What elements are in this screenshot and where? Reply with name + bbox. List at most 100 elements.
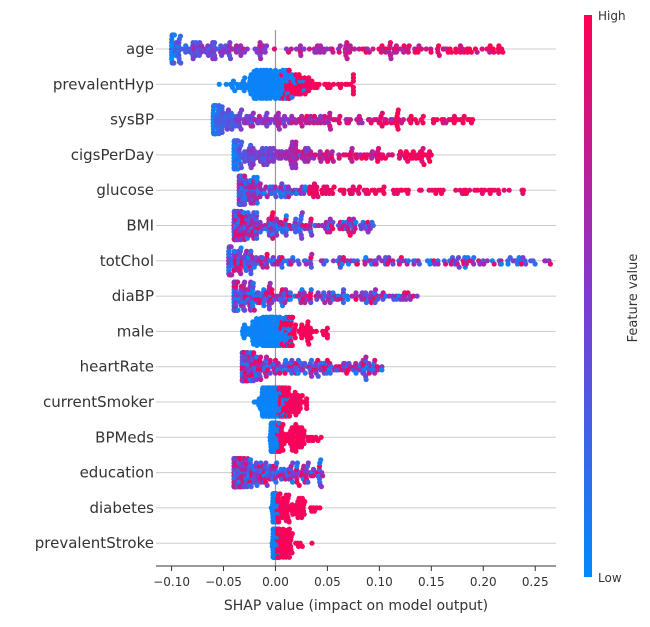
shap-point	[370, 46, 376, 52]
shap-point	[294, 190, 300, 196]
shap-point	[280, 447, 286, 453]
shap-point	[216, 81, 222, 87]
shap-point	[520, 187, 527, 193]
shap-point	[293, 165, 299, 171]
shap-point	[264, 482, 270, 488]
shap-point	[263, 460, 269, 466]
shap-point	[304, 396, 310, 402]
shap-point	[243, 267, 249, 273]
shap-point	[308, 287, 314, 293]
shap-point	[346, 216, 352, 222]
shap-point	[286, 526, 293, 532]
shap-point	[229, 126, 235, 132]
shap-point	[254, 235, 260, 241]
shap-point	[273, 479, 279, 485]
shap-point	[308, 357, 315, 363]
shap-point	[290, 314, 296, 320]
shap-point	[399, 187, 405, 193]
shap-point	[261, 303, 267, 309]
shap-point	[281, 113, 288, 119]
shap-point	[308, 299, 314, 306]
shap-point	[324, 325, 331, 331]
feature-label: currentSmoker	[43, 393, 155, 411]
shap-point	[506, 187, 512, 193]
shap-point	[318, 158, 324, 164]
shap-point	[401, 49, 407, 55]
shap-point	[318, 484, 325, 490]
shap-point	[415, 49, 421, 55]
shap-point	[290, 258, 296, 264]
shap-point	[238, 245, 244, 251]
shap-point	[241, 88, 247, 94]
shap-point	[290, 460, 296, 466]
shap-point	[254, 376, 260, 383]
shap-point	[294, 460, 301, 466]
x-tick-label: 0.15	[418, 575, 445, 589]
shap-point	[327, 126, 334, 132]
shap-point	[350, 91, 357, 97]
shap-point	[382, 155, 389, 161]
shap-point	[318, 434, 324, 440]
shap-point	[301, 46, 307, 52]
shap-point	[299, 123, 305, 129]
shap-point	[305, 460, 311, 466]
shap-point	[359, 120, 365, 126]
shap-point	[303, 261, 309, 267]
shap-point	[224, 126, 230, 132]
shap-point	[211, 40, 218, 46]
shap-point	[243, 332, 249, 338]
feature-label: prevalentHyp	[53, 75, 154, 93]
shap-point	[286, 385, 292, 391]
shap-point	[286, 492, 292, 498]
shap-point	[306, 341, 312, 347]
shap-point	[327, 370, 333, 376]
shap-point	[317, 49, 323, 55]
shap-point	[272, 67, 279, 73]
shap-point	[320, 473, 326, 479]
shap-point	[440, 187, 446, 193]
shap-point	[279, 514, 285, 521]
shap-point	[251, 350, 257, 356]
shap-point	[349, 158, 355, 164]
shap-point	[363, 290, 369, 296]
shap-point	[353, 370, 359, 376]
shap-point	[395, 107, 401, 113]
shap-point	[344, 40, 350, 46]
shap-point	[263, 354, 270, 360]
shap-point	[363, 376, 369, 383]
shap-point	[290, 511, 296, 517]
shap-point	[368, 299, 374, 306]
shap-point	[330, 81, 337, 87]
shap-point	[331, 184, 337, 190]
shap-point	[414, 120, 420, 126]
x-axis-title: SHAP value (impact on model output)	[224, 598, 488, 614]
shap-point	[315, 373, 321, 379]
shap-point	[264, 264, 270, 270]
shap-point	[199, 43, 205, 49]
shap-point	[309, 251, 315, 257]
shap-point	[250, 161, 256, 168]
shap-point	[286, 413, 293, 419]
feature-labels: age prevalentHyp sysBP cigsPerDay glucose BMI…	[35, 40, 155, 552]
shap-point	[229, 272, 235, 278]
shap-point	[389, 152, 395, 158]
shap-point	[263, 373, 269, 379]
shap-point	[281, 466, 287, 472]
feature-label: diaBP	[112, 287, 154, 305]
shap-point	[299, 393, 305, 399]
shap-point	[453, 49, 459, 55]
shap-point	[273, 194, 279, 200]
shap-point	[308, 373, 315, 379]
shap-point	[384, 120, 390, 126]
shap-point	[428, 49, 434, 55]
shap-point	[223, 81, 229, 87]
shap-point	[453, 187, 459, 193]
shap-point	[308, 264, 314, 270]
shap-point	[258, 56, 264, 62]
shap-point	[302, 370, 308, 376]
shap-point	[235, 279, 241, 285]
shap-point	[302, 91, 308, 97]
shap-point	[276, 519, 282, 525]
shap-point	[298, 91, 304, 97]
